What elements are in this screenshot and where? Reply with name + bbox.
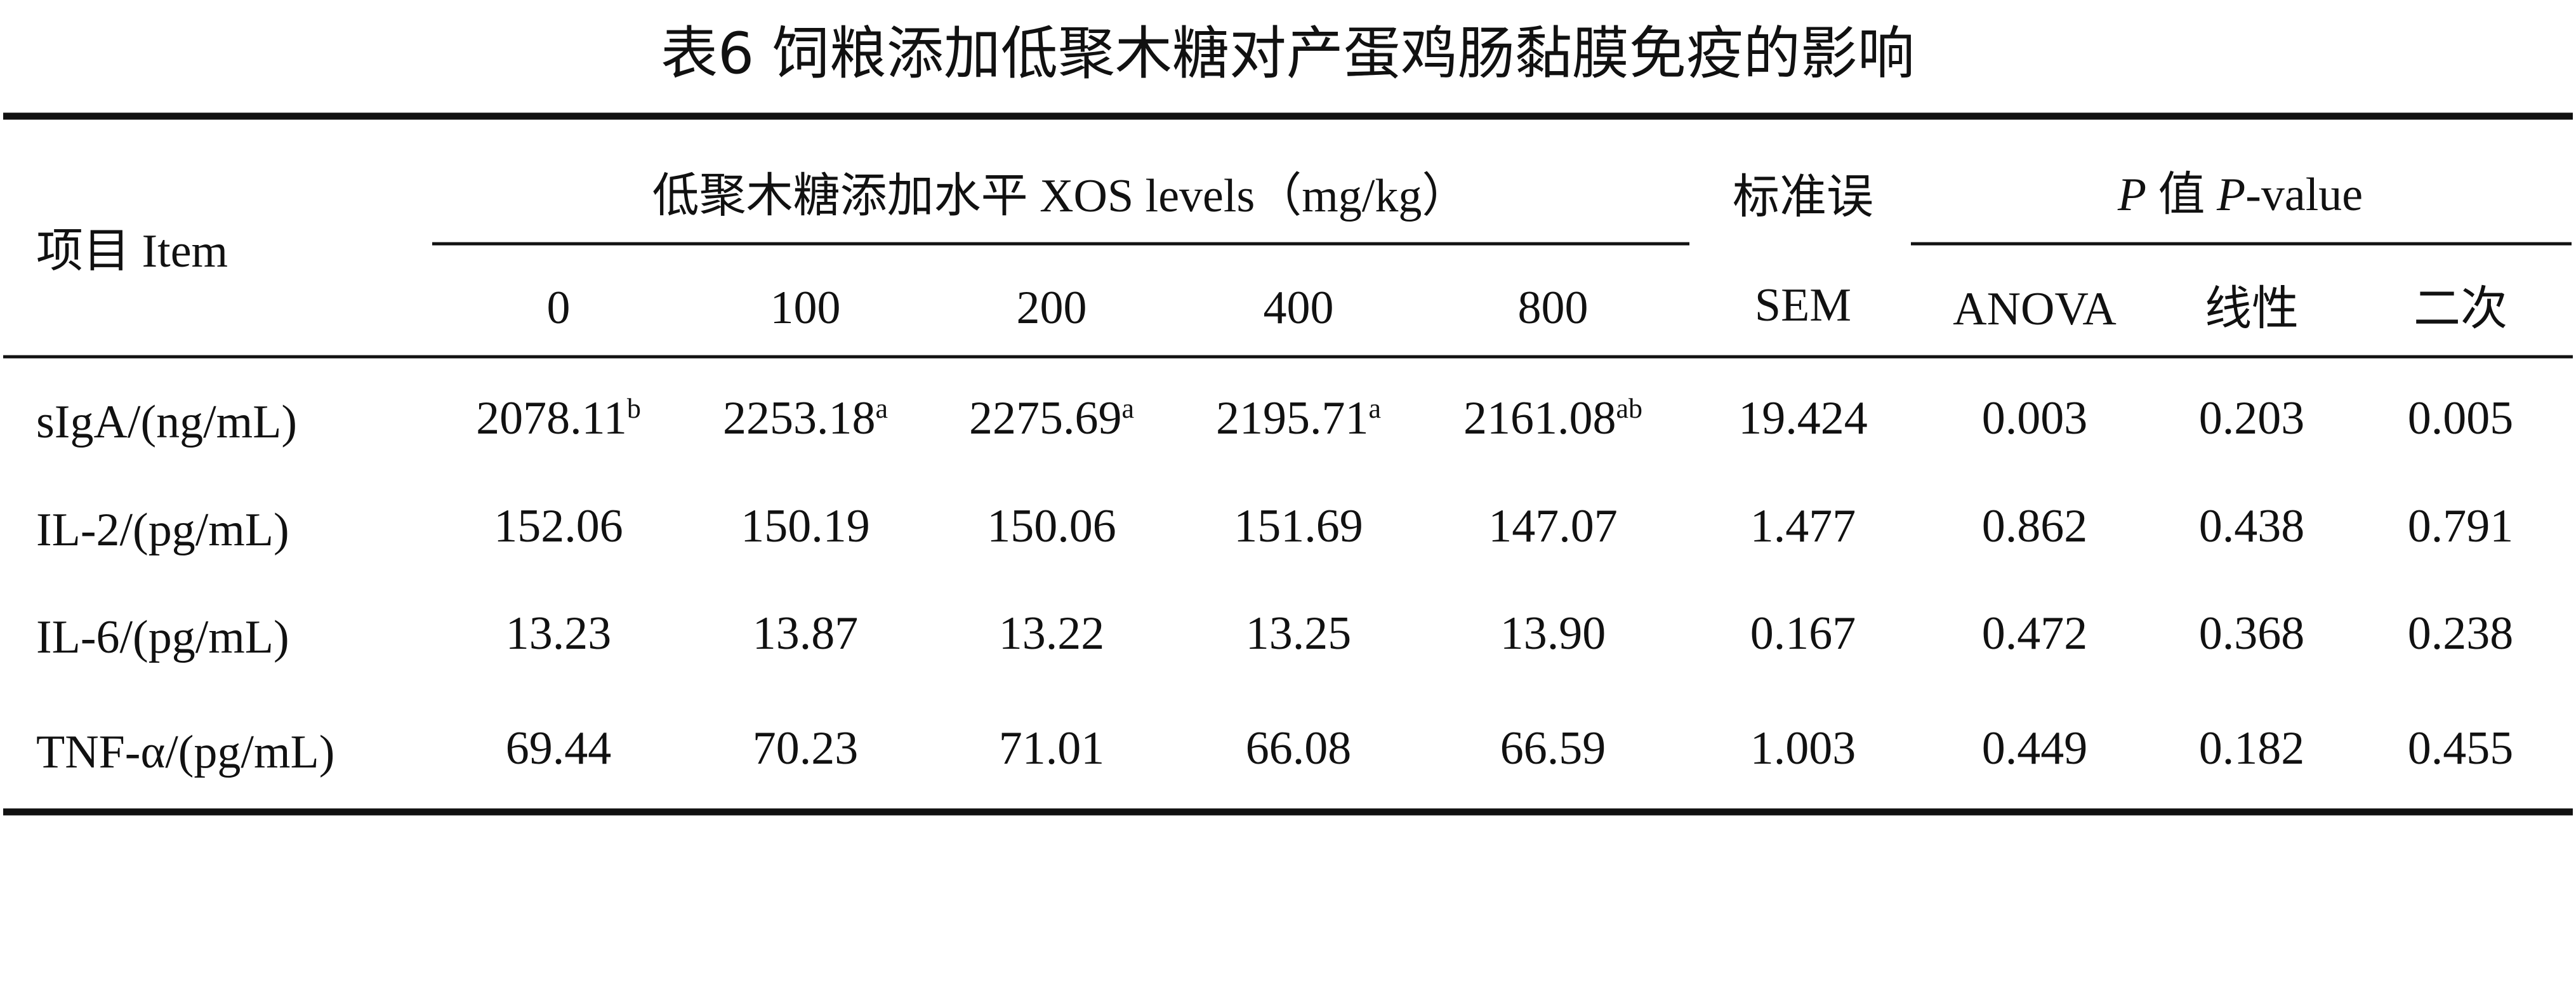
cell-value: 2253.18 (723, 392, 876, 444)
p-group-part: -value (2245, 169, 2363, 221)
cell: 66.08 (1246, 722, 1352, 774)
level-header: 100 (770, 282, 841, 334)
p-col-header: ANOVA (1953, 283, 2117, 335)
cell-value: 2275.69 (969, 392, 1122, 444)
level-header: 800 (1518, 282, 1589, 334)
cell: 0.203 (2199, 392, 2305, 444)
cell: 13.23 (506, 608, 612, 660)
p-col-header: 线性 (2205, 283, 2299, 335)
cell-superscript: b (627, 393, 641, 424)
cell-value: 2161.08 (1463, 392, 1616, 444)
cell: 2275.69a (969, 392, 1134, 444)
cell-superscript: a (1368, 393, 1381, 424)
cell: 0.005 (2408, 392, 2514, 444)
cell: 13.87 (753, 608, 859, 660)
sem-cn-header: 标准误 (1733, 171, 1873, 223)
cell: 2161.08ab (1463, 392, 1642, 444)
cell: 13.25 (1246, 608, 1352, 660)
p-group-header: P 值 P-value (2117, 169, 2363, 221)
cell: 147.07 (1488, 500, 1618, 552)
cell: 19.424 (1738, 392, 1868, 444)
cell: 0.472 (1982, 608, 2088, 660)
cell: 152.06 (494, 500, 623, 552)
cell: 13.22 (999, 608, 1105, 660)
table-title: 表6 饲粮添加低聚木糖对产蛋鸡肠黏膜免疫的影响 (661, 20, 1915, 87)
cell: 2195.71a (1216, 392, 1381, 444)
cell: 0.238 (2408, 608, 2514, 660)
row-label: sIgA/(ng/mL) (36, 396, 297, 448)
cell: 0.182 (2199, 722, 2305, 774)
cell: 70.23 (753, 722, 859, 774)
cell: 2253.18a (723, 392, 888, 444)
cell-superscript: a (1121, 393, 1134, 424)
cell-superscript: a (875, 393, 888, 424)
cell: 0.368 (2199, 608, 2305, 660)
cell: 0.167 (1750, 608, 1856, 660)
row-label: TNF-α/(pg/mL) (36, 726, 334, 778)
cell-superscript: ab (1616, 393, 1642, 424)
cell: 0.455 (2408, 722, 2514, 774)
cell: 69.44 (506, 722, 612, 774)
level-header: 200 (1017, 282, 1087, 334)
cell: 2078.11b (476, 392, 641, 444)
level-header: 0 (547, 282, 571, 334)
cell: 13.90 (1500, 608, 1606, 660)
p-group-part: 值 (2146, 169, 2217, 221)
level-header: 400 (1264, 282, 1334, 334)
p-col-header: 二次 (2414, 283, 2507, 335)
cell-value: 2195.71 (1216, 392, 1369, 444)
cell: 151.69 (1234, 500, 1363, 552)
cell: 71.01 (999, 722, 1105, 774)
cell: 0.791 (2408, 500, 2514, 552)
cell: 0.003 (1982, 392, 2088, 444)
cell: 0.862 (1982, 500, 2088, 552)
cell-value: 2078.11 (476, 392, 627, 444)
item-header: 项目 Item (36, 225, 228, 277)
cell: 1.003 (1750, 722, 1856, 774)
cell: 150.19 (741, 500, 870, 552)
row-label: IL-2/(pg/mL) (36, 504, 289, 556)
cell: 0.438 (2199, 500, 2305, 552)
cell: 150.06 (987, 500, 1116, 552)
group-header: 低聚木糖添加水平 XOS levels（mg/kg） (652, 170, 1469, 222)
sem-header: SEM (1755, 279, 1851, 331)
p-group-part: P (2216, 169, 2245, 221)
p-group-part: P (2117, 169, 2146, 221)
cell: 1.477 (1750, 500, 1856, 552)
cell: 0.449 (1982, 722, 2088, 774)
row-label: IL-6/(pg/mL) (36, 611, 289, 663)
cell: 66.59 (1500, 722, 1606, 774)
